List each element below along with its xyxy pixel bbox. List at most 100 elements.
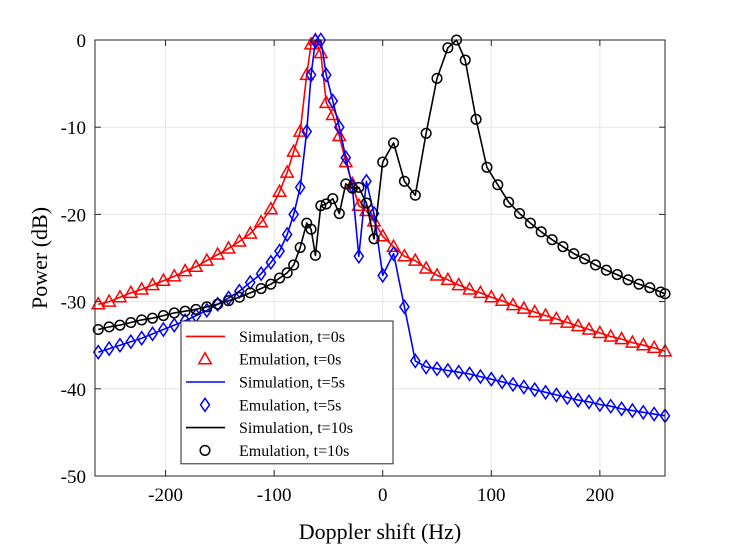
triangle-marker [221,240,236,254]
diamond-marker [136,330,148,347]
triangle-marker [134,281,150,295]
circle-marker [600,264,612,276]
legend-entry: Emulation, t=10s [199,443,349,460]
diamond-marker [147,326,158,342]
triangle-marker [614,331,630,345]
diamond-marker [616,401,627,417]
diamond-marker [281,226,293,243]
circle-marker [492,179,504,191]
triangle-marker [386,238,402,252]
circle-marker [315,200,327,212]
legend-label: Emulation, t=5s [239,397,341,414]
diamond-marker [309,33,321,49]
circle-marker [388,137,400,149]
triangle-marker [199,252,215,266]
circle-marker [309,249,321,261]
diamond-marker [274,243,285,259]
circle-marker [157,310,169,322]
circle-marker [579,253,591,265]
circle-marker [353,181,365,193]
triangle-marker [516,300,532,314]
circle-marker [201,301,213,313]
x-tick-label: 100 [477,485,506,506]
series-layer [90,31,673,424]
circle-marker [409,189,421,201]
triangle-marker [472,284,488,299]
diamond-marker [288,206,300,223]
y-tick-label: -30 [61,293,86,314]
triangle-marker [177,263,193,277]
triangle-marker [538,307,554,321]
circle-marker [589,259,602,271]
x-axis-label: Doppler shift (Hz) [299,519,462,544]
circle-marker [114,319,126,331]
circle-marker [281,267,293,279]
legend-label: Simulation, t=10s [239,420,353,437]
diamond-marker [294,179,306,196]
triangle-marker [375,228,391,242]
plot-frame [94,39,666,477]
circle-marker [557,241,569,253]
triangle-marker [494,292,510,307]
diamond-marker [223,290,234,306]
diamond-marker [244,274,256,291]
triangle-marker [272,183,288,198]
x-tick-label: -200 [148,485,183,506]
triangle-marker [263,201,279,215]
circle-marker [244,287,256,299]
diamond-marker [255,265,267,282]
circle-marker [179,305,191,317]
legend-entry: Emulation, t=0s [197,351,341,369]
legend-marker-swatch [199,396,211,413]
diamond-marker [340,149,352,166]
diamond-marker [442,362,454,379]
diamond-marker [475,368,486,385]
triangle-marker [155,272,171,286]
triangle-marker [166,268,182,282]
diamond-marker [420,359,432,375]
y-tick-label: -50 [61,467,86,488]
triangle-marker [112,289,128,303]
triangle-marker [440,271,456,286]
circle-marker [265,278,277,290]
series-0 [98,39,666,353]
triangle-marker [505,297,521,311]
circle-marker [360,197,372,209]
triangle-marker [331,127,347,142]
circle-marker [305,223,317,235]
series-line [98,39,666,353]
circle-marker [294,241,306,254]
circle-marker [146,312,159,324]
triangle-marker [429,267,445,281]
triangle-marker [279,164,295,178]
circle-marker [255,282,267,295]
triangle-marker [338,154,354,168]
circle-marker [513,207,526,220]
triangle-marker [145,276,160,291]
circle-marker [503,196,515,208]
circle-marker [233,291,245,303]
diamond-marker [327,93,339,109]
triangle-marker [313,45,329,59]
x-tick-label: -100 [257,485,292,506]
triangle-marker [548,311,564,325]
diamond-marker [453,364,465,381]
circle-marker [377,156,389,168]
diamond-marker [399,299,410,315]
circle-marker [633,278,645,290]
legend: Simulation, t=0s Emulation, t=0s Simulatio… [180,320,394,465]
triangle-marker [646,339,662,354]
diamond-marker [583,394,595,410]
diamond-marker [305,67,317,83]
diamond-marker [594,396,606,413]
diamond-marker [507,376,519,393]
triangle-marker [303,36,319,50]
triangle-marker [366,213,382,227]
circle-marker [92,323,104,336]
diamond-marker [125,333,137,350]
circle-marker [103,321,115,333]
diamond-marker [377,267,389,284]
legend-marker-swatch [197,351,213,365]
circle-marker [535,226,547,238]
